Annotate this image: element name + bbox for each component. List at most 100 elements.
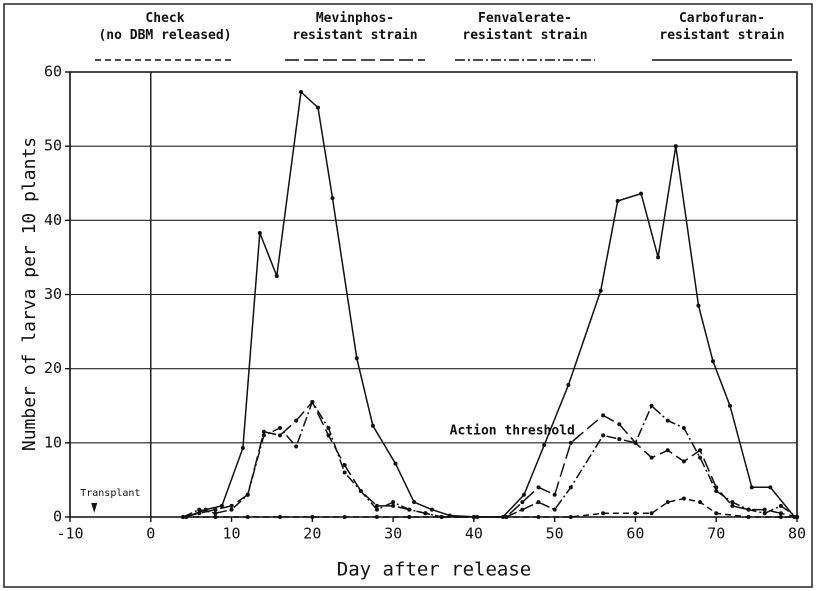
data-point bbox=[240, 446, 245, 451]
data-point bbox=[500, 515, 505, 519]
data-point bbox=[778, 511, 783, 516]
data-point bbox=[633, 511, 638, 516]
x-tick-label: 50 bbox=[546, 525, 564, 543]
y-tick-label: 50 bbox=[44, 137, 62, 155]
threshold-label: Action threshold bbox=[450, 423, 575, 438]
data-point bbox=[219, 503, 224, 508]
x-tick-label: 20 bbox=[303, 525, 321, 543]
data-point bbox=[617, 422, 622, 427]
data-point bbox=[727, 403, 732, 408]
data-point bbox=[665, 500, 670, 505]
data-point bbox=[374, 503, 379, 508]
data-point bbox=[656, 255, 661, 260]
data-point bbox=[566, 382, 571, 387]
x-tick-label: 80 bbox=[788, 525, 806, 543]
data-point bbox=[714, 485, 719, 490]
data-point bbox=[407, 515, 412, 519]
data-point bbox=[326, 426, 331, 430]
y-tick-label: 40 bbox=[44, 211, 62, 229]
x-tick-label: 0 bbox=[146, 525, 155, 543]
data-point bbox=[698, 448, 703, 453]
data-point bbox=[278, 433, 283, 438]
data-point bbox=[536, 500, 541, 505]
data-point bbox=[749, 485, 754, 490]
data-point bbox=[762, 507, 767, 512]
data-point bbox=[746, 507, 751, 512]
data-point bbox=[714, 511, 719, 516]
data-point bbox=[391, 503, 396, 508]
transplant-arrow bbox=[91, 503, 98, 513]
data-point bbox=[374, 515, 379, 519]
data-point bbox=[299, 90, 304, 95]
data-point bbox=[310, 400, 315, 405]
data-point bbox=[315, 105, 320, 110]
data-point bbox=[412, 500, 417, 505]
series-line bbox=[183, 497, 797, 518]
data-point bbox=[568, 440, 573, 445]
y-tick-label: 20 bbox=[44, 359, 62, 377]
data-point bbox=[278, 515, 283, 519]
x-tick-label: -10 bbox=[56, 525, 83, 543]
data-point bbox=[229, 507, 234, 512]
data-point bbox=[601, 433, 606, 438]
data-point bbox=[633, 440, 638, 445]
y-tick-label: 10 bbox=[44, 433, 62, 451]
data-point bbox=[665, 448, 670, 453]
data-point bbox=[358, 489, 363, 494]
data-point bbox=[184, 515, 189, 519]
y-tick-label: 0 bbox=[53, 508, 62, 526]
data-point bbox=[407, 507, 412, 512]
data-point bbox=[681, 426, 686, 430]
data-point bbox=[393, 461, 398, 466]
data-point bbox=[342, 515, 347, 519]
data-point bbox=[710, 359, 715, 364]
data-point bbox=[536, 515, 541, 519]
data-point bbox=[370, 423, 375, 428]
data-point bbox=[278, 426, 283, 430]
data-point bbox=[778, 515, 783, 519]
data-point bbox=[261, 433, 266, 438]
transplant-label: Transplant bbox=[80, 488, 140, 499]
data-point bbox=[698, 455, 703, 460]
data-point bbox=[673, 144, 678, 149]
data-point bbox=[639, 191, 644, 196]
data-point bbox=[568, 515, 573, 519]
data-point bbox=[391, 500, 396, 505]
outer-frame bbox=[3, 3, 813, 588]
y-tick-label: 30 bbox=[44, 285, 62, 303]
data-point bbox=[354, 356, 359, 361]
data-point bbox=[617, 437, 622, 442]
data-point bbox=[429, 507, 434, 512]
data-point bbox=[294, 418, 299, 423]
data-point bbox=[326, 433, 331, 438]
data-point bbox=[552, 492, 557, 497]
x-tick-label: 60 bbox=[626, 525, 644, 543]
data-point bbox=[681, 459, 686, 464]
data-point bbox=[649, 403, 654, 408]
x-tick-label: 10 bbox=[223, 525, 241, 543]
data-point bbox=[294, 444, 299, 449]
data-point bbox=[245, 515, 250, 519]
x-tick-label: 30 bbox=[384, 525, 402, 543]
data-point bbox=[521, 492, 526, 497]
legend-label: Carbofuran- resistant strain bbox=[659, 11, 785, 43]
data-point bbox=[778, 503, 783, 508]
data-point bbox=[520, 507, 525, 512]
data-point bbox=[665, 418, 670, 423]
series-line bbox=[182, 400, 798, 518]
data-point bbox=[598, 288, 603, 293]
data-point bbox=[536, 485, 541, 490]
data-point bbox=[423, 511, 428, 516]
data-point bbox=[197, 507, 202, 512]
data-point bbox=[615, 199, 620, 204]
data-point bbox=[213, 515, 218, 519]
data-point bbox=[649, 511, 654, 516]
data-point bbox=[330, 196, 335, 201]
data-point bbox=[504, 515, 509, 519]
data-point bbox=[762, 511, 767, 516]
data-point bbox=[310, 515, 315, 519]
data-point bbox=[374, 507, 379, 512]
legend-label: Check (no DBM released) bbox=[98, 11, 232, 43]
data-point bbox=[439, 515, 444, 519]
